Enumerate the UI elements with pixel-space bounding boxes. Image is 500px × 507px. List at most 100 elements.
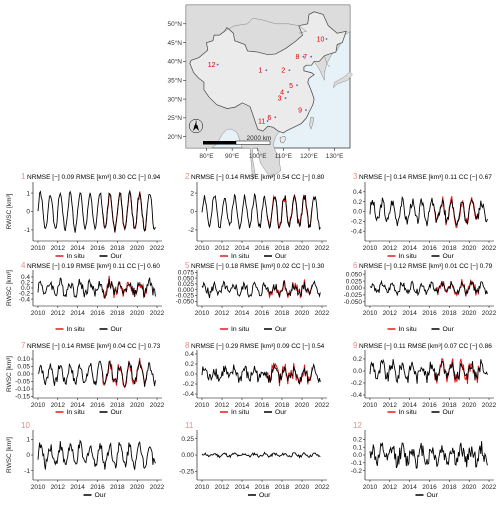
legend-insitu-label: In situ (231, 253, 249, 260)
x-tick-label: 2018 (275, 245, 290, 252)
hainan (279, 136, 287, 144)
x-tick-label: 2010 (195, 484, 210, 491)
panel-metrics: NRMSE [−] 0.14 RMSE [km³] 0.04 CC [−] 0.… (27, 343, 161, 350)
y-tick-label: -0.2 (351, 380, 363, 387)
legend-our-label: Our (443, 409, 455, 416)
y-tick-label: -0.2 (19, 291, 31, 298)
y-axis-label: RWSC [km³] (6, 356, 13, 392)
site-marker (310, 55, 313, 58)
x-tick-label: 2010 (195, 402, 210, 409)
panel-11: 11 0.25 0.00 -0.25 2010 2012 2014 2016 2018 2020 2… (179, 421, 329, 499)
legend-our-label: Our (427, 492, 439, 499)
y-tick-label: 0.1 (353, 444, 362, 451)
y-tick-label: 0.0 (21, 285, 30, 292)
lon-label: 120°E (300, 152, 318, 160)
x-tick-label: 2016 (422, 402, 437, 409)
x-tick-label: 2018 (442, 245, 457, 252)
y-tick-label: 0.2 (353, 437, 362, 444)
panel-metrics: NRMSE [−] 0.18 RMSE [km³] 0.02 CC [−] 0.… (191, 263, 325, 270)
legend-our-label: Our (275, 409, 287, 416)
x-tick-label: 2016 (90, 402, 105, 409)
y-tick-label: 0.25 (181, 436, 194, 443)
x-tick-label: 2020 (130, 484, 145, 491)
x-tick-label: 2016 (255, 310, 270, 317)
y-tick-label: 0.4 (353, 189, 362, 196)
panel-number: 1 (21, 172, 26, 181)
north-arrow-circle (188, 118, 204, 134)
y-tick-label: 0 (26, 452, 30, 459)
x-tick-label: 2018 (442, 484, 457, 491)
lon-label: 130°E (326, 152, 344, 160)
insitu-series (434, 196, 480, 229)
x-tick-label: 2018 (275, 310, 290, 317)
site-marker (265, 69, 268, 72)
lat-label: 35°N (167, 77, 182, 85)
legend-our-label: Our (259, 492, 271, 499)
lon-label: 90°E (225, 152, 240, 160)
x-tick-label: 2020 (462, 402, 477, 409)
x-tick-label: 2012 (51, 310, 66, 317)
map-panel: 50°N 45°N 40°N 35°N 30°N 25°N 20°N 80°E 90°E 100°… (167, 4, 353, 181)
x-tick-label: 2022 (482, 245, 497, 252)
x-tick-label: 2010 (31, 484, 46, 491)
legend-our-label: Our (111, 409, 123, 416)
our-series (201, 451, 321, 459)
our-series (369, 441, 488, 470)
site-marker (288, 69, 291, 72)
panel-metrics: NRMSE [−] 0.14 RMSE [km³] 0.54 CC [−] 0.… (191, 174, 325, 181)
site-label-2: 2 (281, 68, 285, 75)
x-tick-label: 2014 (402, 484, 417, 491)
x-tick-label: 2018 (110, 245, 125, 252)
x-tick-label: 2010 (195, 245, 210, 252)
our-series (201, 280, 321, 298)
x-tick-label: 2012 (51, 245, 66, 252)
our-series (369, 195, 488, 227)
y-axis-label: RWSC [km³] (6, 193, 13, 229)
panel-metrics: NRMSE [−] 0.11 RMSE [km³] 0.07 CC [−] 0.… (359, 343, 492, 350)
x-tick-label: 2022 (315, 245, 330, 252)
legend-our-label: Our (443, 326, 455, 333)
our-series (37, 439, 156, 470)
x-tick-label: 2022 (315, 484, 330, 491)
x-tick-label: 2016 (422, 245, 437, 252)
panel-metrics: NRMSE [−] 0.12 RMSE [km³] 0.01 CC [−] 0.… (359, 263, 493, 270)
x-tick-label: 2010 (363, 245, 378, 252)
site-marker (266, 120, 269, 122)
panel-5: 5 NRMSE [−] 0.18 RMSE [km³] 0.02 CC [−] 0… (176, 261, 330, 333)
y-tick-label: -0.025 (176, 293, 195, 300)
x-tick-label: 2012 (383, 402, 398, 409)
north-label: N (194, 121, 198, 127)
lon-label: 100°E (249, 152, 267, 160)
panel-3: 3 NRMSE [−] 0.14 RMSE [km³] 0.11 CC [−] 0… (351, 172, 497, 260)
x-tick-label: 2012 (215, 402, 230, 409)
legend-insitu-label: In situ (399, 326, 417, 333)
x-tick-label: 2018 (442, 310, 457, 317)
x-tick-label: 2012 (383, 310, 398, 317)
x-tick-label: 2016 (255, 245, 270, 252)
x-tick-label: 2016 (422, 310, 437, 317)
scale-bar-light (235, 140, 271, 145)
panel-metrics: NRMSE [−] 0.29 RMSE [km³] 0.09 CC [−] 0.… (191, 343, 325, 350)
japan (332, 71, 353, 89)
x-tick-label: 2018 (110, 310, 125, 317)
lat-label: 30°N (167, 95, 182, 103)
y-tick-label: -0.4 (351, 228, 363, 235)
x-tick-label: 2022 (150, 402, 165, 409)
border-line-1 (298, 25, 307, 34)
time-series-panels: 1 NRMSE [−] 0.09 RMSE [km³] 0.30 CC [−] 0… (6, 172, 497, 499)
our-series (37, 189, 156, 233)
x-tick-label: 2022 (315, 310, 330, 317)
y-tick-label: -0.4 (19, 296, 31, 303)
lon-label: 110°E (275, 152, 293, 160)
x-tick-label: 2020 (295, 402, 310, 409)
y-tick-label: 0.10 (17, 356, 30, 363)
x-tick-label: 2016 (255, 402, 270, 409)
y-tick-label: -2 (188, 227, 194, 234)
y-tick-label: 0.025 (346, 278, 363, 285)
legend-insitu-label: In situ (231, 326, 249, 333)
lat-label: 20°N (167, 133, 182, 141)
x-tick-label: 2014 (235, 484, 250, 491)
panel-number: 4 (21, 261, 26, 270)
y-tick-label: 0.000 (178, 287, 195, 294)
